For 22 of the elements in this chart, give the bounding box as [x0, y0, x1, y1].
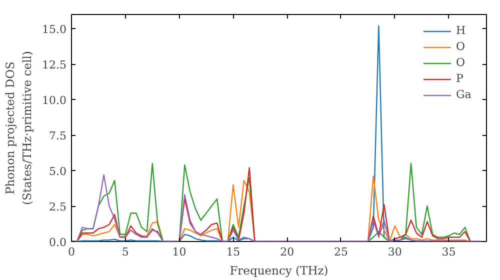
- legend-label: O: [456, 56, 466, 69]
- x-tick-label: 25: [334, 246, 348, 258]
- x-tick-label: 20: [280, 246, 294, 258]
- x-tick-label: 15: [226, 246, 240, 258]
- y-tick-label: 7.5: [49, 130, 67, 143]
- y-axis-title: Phonon projected DOS (States/THz·primitive cell): [3, 51, 34, 205]
- y-tick-label: 12.5: [42, 58, 67, 72]
- y-tick-label: 2.5: [49, 200, 67, 214]
- x-tick-label: 30: [388, 246, 402, 258]
- legend-label: O: [456, 40, 466, 53]
- y-tick-label: 0.0: [49, 236, 67, 249]
- y-tick-label: 15.0: [42, 23, 67, 36]
- x-tick-label: 5: [122, 246, 129, 258]
- legend-label: H: [456, 24, 467, 37]
- x-tick-label: 35: [442, 246, 456, 258]
- x-tick-label: 10: [172, 246, 186, 258]
- x-axis-title: Frequency (THz): [230, 264, 328, 278]
- x-tick-label: 0: [68, 246, 75, 258]
- y-tick-label: 10.0: [42, 94, 67, 108]
- y-tick-label: 5.0: [49, 165, 67, 178]
- legend-label: P: [456, 72, 464, 85]
- legend-label: Ga: [456, 88, 472, 101]
